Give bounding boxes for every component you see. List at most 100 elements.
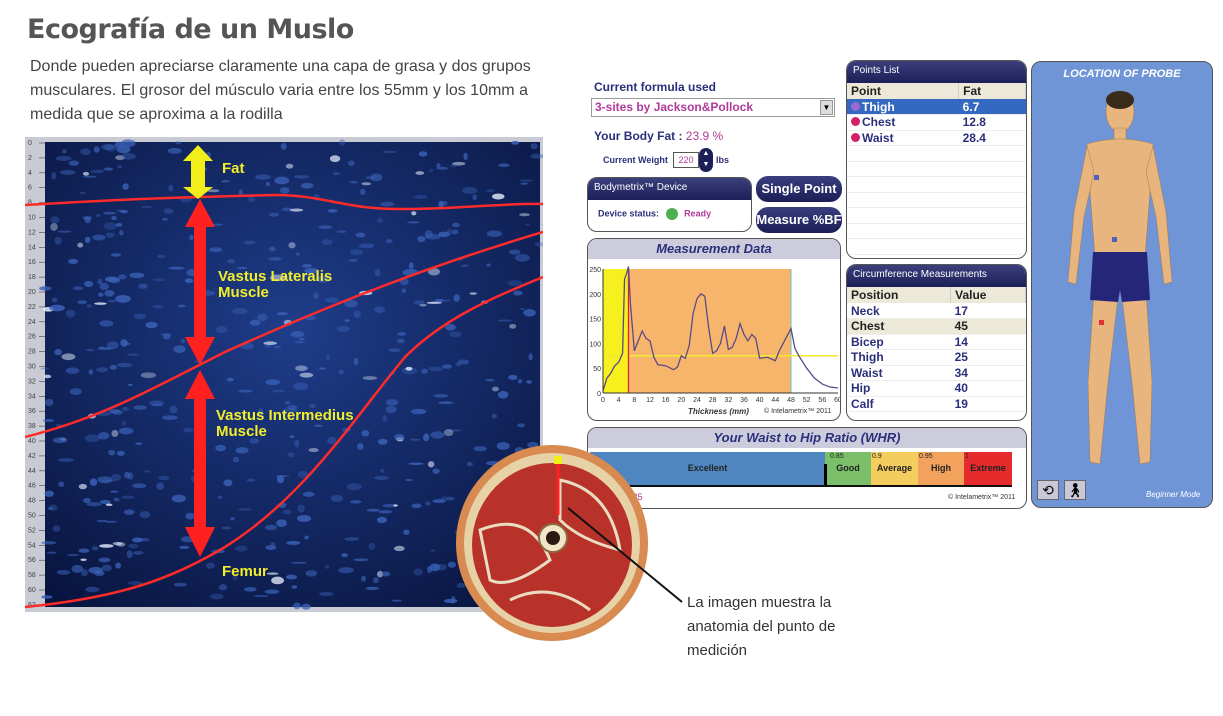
depth-tick: 30 (28, 364, 36, 371)
measure-bf-button[interactable]: Measure %BF (756, 207, 842, 233)
whr-segment-average: Average 0.9 (871, 452, 918, 485)
depth-tick: 12 (28, 229, 36, 236)
points-list-title: Points List (847, 61, 1026, 83)
points-row[interactable]: Chest 12.8 (847, 114, 1026, 131)
x-tick-label: 40 (756, 397, 764, 404)
circumference-row[interactable]: Waist 34 (847, 365, 1026, 381)
whr-copyright: © Intelametrix™ 2011 (948, 494, 1016, 501)
label-vastus-intermedius: Vastus Intermedius Muscle (216, 407, 354, 440)
ultrasound-image: 0 2 4 6 8 10 12 14 16 18 20 22 24 26 28 30 32 34 36 38 40 42 4… (25, 137, 543, 612)
depth-tick: 18 (28, 274, 36, 281)
x-tick-label: 32 (724, 397, 732, 404)
whr-segment-extreme: Extreme 1 (964, 452, 1012, 485)
weight-input[interactable]: 220 (673, 152, 699, 168)
y-tick-label: 100 (589, 341, 601, 348)
whr-panel: Your Waist to Hip Ratio (WHR) Excellent G… (587, 427, 1027, 509)
human-body-figure (1067, 91, 1173, 465)
x-tick-label: 48 (787, 397, 795, 404)
whr-tick: 0.9 (872, 453, 882, 460)
y-tick-label: 0 (597, 391, 601, 398)
circumference-panel: Circumference Measurements Position Value… (846, 264, 1027, 421)
x-tick-label: 12 (646, 397, 654, 404)
whr-bar: Excellent Good 0.85 Average 0.9 High 0.95 Extre… (590, 452, 1012, 486)
x-tick-label: 24 (693, 397, 701, 404)
body-fat: Your Body Fat : 23.9 % (594, 129, 724, 143)
circumference-row[interactable]: Hip 40 (847, 380, 1026, 397)
x-tick-label: 36 (740, 397, 748, 404)
x-tick-label: 4 (617, 397, 621, 404)
formula-value: 3-sites by Jackson&Pollock (595, 100, 754, 114)
circumference-row[interactable]: Calf 19 (847, 396, 1026, 412)
weight-stepper[interactable]: ▲ ▼ (699, 148, 713, 172)
formula-select[interactable]: 3-sites by Jackson&Pollock ▼ (591, 98, 835, 117)
body-fat-value: 23.9 % (685, 129, 724, 143)
whr-tick: 0.85 (830, 453, 844, 460)
circumference-row[interactable]: Bicep 14 (847, 334, 1026, 350)
depth-tick: 16 (28, 259, 36, 266)
x-tick-label: 20 (677, 397, 685, 404)
x-tick-label: 0 (601, 397, 605, 404)
circumference-row[interactable]: Chest 45 (847, 318, 1026, 335)
depth-tick: 10 (28, 215, 36, 222)
circumference-row[interactable]: Neck 17 (847, 303, 1026, 319)
description: Donde pueden apreciarse claramente una c… (30, 58, 531, 123)
device-status: Device status: Ready (598, 208, 712, 220)
x-tick-label: 56 (818, 397, 826, 404)
x-axis-label: Thickness (mm) (688, 407, 749, 416)
whr-segment-excellent: Excellent (590, 452, 825, 485)
circumference-row[interactable]: Thigh 25 (847, 349, 1026, 366)
x-tick-label: 8 (632, 397, 636, 404)
pointer-line (567, 507, 683, 603)
depth-tick: 32 (28, 378, 36, 385)
depth-tick: 44 (28, 468, 36, 475)
y-tick-label: 150 (589, 317, 601, 324)
label-femur: Femur (222, 563, 268, 580)
y-tick-label: 200 (589, 292, 601, 299)
point-icon (851, 132, 860, 142)
depth-tick: 38 (28, 423, 36, 430)
y-tick-label: 50 (593, 366, 601, 373)
depth-tick: 20 (28, 289, 36, 296)
points-row[interactable]: Waist 28.4 (847, 130, 1026, 146)
fat-boundary-line (25, 193, 543, 211)
depth-tick: 14 (28, 244, 36, 251)
y-tick-label: 250 (589, 267, 601, 274)
rotate-icon[interactable]: ⟲ (1037, 480, 1059, 500)
probe-location-panel: LOCATION OF PROBE ⟲ 🚶︎ Beginner Mode (1031, 61, 1213, 508)
measurement-line (602, 266, 839, 391)
body-view-icon[interactable]: 🚶︎ (1064, 480, 1086, 500)
depth-tick: 58 (28, 572, 36, 579)
depth-tick: 56 (28, 557, 36, 564)
vastus-lateralis-arrow (185, 199, 215, 365)
depth-tick: 60 (28, 587, 36, 594)
whr-tick: 0.95 (919, 453, 933, 460)
x-tick-label: 52 (803, 397, 811, 404)
depth-tick: 24 (28, 319, 36, 326)
whr-tick: 1 (965, 453, 969, 460)
weight-unit: lbs (716, 155, 730, 165)
depth-tick: 8 (28, 200, 32, 207)
circumference-title: Circumference Measurements (847, 265, 1026, 287)
vastus-intermedius-arrow (185, 370, 215, 557)
copyright: © Intelametrix™ 2011 (764, 408, 832, 415)
status-led-icon (665, 208, 678, 220)
points-row[interactable]: Thigh 6.7 (847, 99, 1026, 115)
depth-tick: 34 (28, 393, 36, 400)
probe-point-chest (1094, 175, 1099, 180)
depth-tick: 42 (28, 453, 36, 460)
caption: La imagen muestra la anatomia del punto … (687, 594, 836, 659)
points-table: Point Fat Thigh 6.7 Chest 12.8 Waist 28.4 (847, 83, 1026, 255)
x-tick-label: 16 (662, 397, 670, 404)
single-point-button[interactable]: Single Point (756, 176, 842, 202)
mode-label: Beginner Mode (1146, 490, 1201, 499)
x-tick-label: 44 (771, 397, 779, 404)
probe-point-thigh (1099, 320, 1104, 325)
probe-point-waist (1112, 237, 1117, 242)
depth-tick: 40 (28, 438, 36, 445)
depth-tick: 54 (28, 542, 36, 549)
depth-tick: 2 (28, 155, 32, 162)
measurement-panel: Measurement Data 0 50 100 150 200 250 0 4 8 12 16 2… (587, 238, 841, 421)
dropdown-arrow-icon[interactable]: ▼ (820, 100, 833, 115)
depth-tick: 6 (28, 185, 32, 192)
depth-tick: 22 (28, 304, 36, 311)
